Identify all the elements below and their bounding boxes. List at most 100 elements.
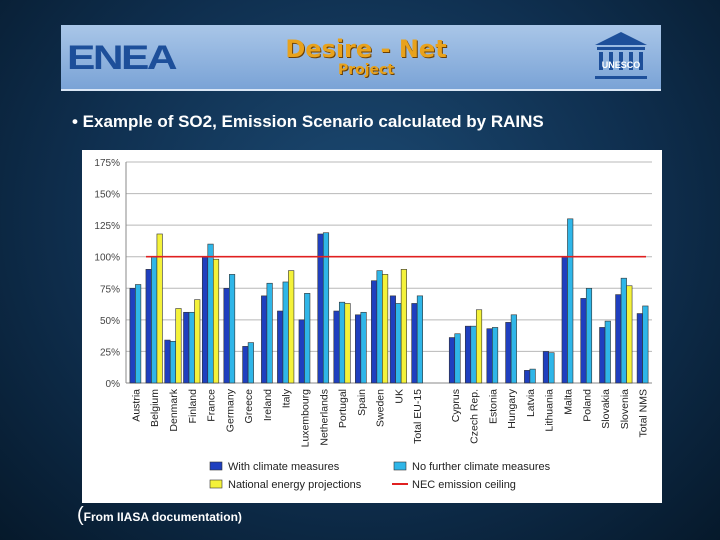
x-tick-label: Total EU-15 <box>412 389 424 444</box>
y-tick-label: 150% <box>94 190 120 201</box>
bar-Total NMS-s1 <box>642 305 649 384</box>
bar-Cyprus-s1 <box>454 333 461 384</box>
bar-Lithuania-s1 <box>548 352 555 384</box>
bar-Total NMS-s0 <box>636 313 643 384</box>
bar-Sweden-s1 <box>376 270 383 384</box>
x-tick-label: Total NMS <box>638 389 650 437</box>
slide-heading: • Example of SO2, Emission Scenario calc… <box>72 112 544 131</box>
x-tick-label: Czech Rep. <box>469 389 481 444</box>
x-tick-label: Spain <box>356 389 368 416</box>
bar-Latvia-s1 <box>529 368 536 384</box>
bar-Austria-s1 <box>135 284 142 384</box>
bar-Finland-s0 <box>183 311 190 384</box>
x-tick-label: Latvia <box>525 389 537 417</box>
bar-Czech Rep.-s0 <box>464 325 472 384</box>
legend-swatch <box>209 479 223 489</box>
bar-France-s1 <box>207 243 214 384</box>
bar-Lithuania-s0 <box>542 351 549 384</box>
bar-Denmark-s0 <box>164 339 171 384</box>
x-tick-label: Slovenia <box>619 389 631 429</box>
bar-Ireland-s1 <box>266 282 273 384</box>
bar-Denmark-s1 <box>169 341 177 384</box>
x-tick-label: Cyprus <box>450 389 462 422</box>
bar-Total EU-15-s1 <box>416 295 423 384</box>
bar-Italy-s1 <box>282 281 289 384</box>
y-tick-label: 125% <box>94 221 120 232</box>
x-tick-label: Malta <box>562 389 574 415</box>
bar-Belgium-s2 <box>156 233 163 384</box>
bar-France-s2 <box>212 258 220 384</box>
bar-Luxembourg-s1 <box>304 293 311 384</box>
bar-Netherlands-s1 <box>322 232 330 384</box>
bar-UK-s0 <box>389 295 396 384</box>
so2-emission-chart: 0% 25% 50% 75% 100% 125% 150% 175% Austria Belgiu… <box>94 158 652 491</box>
bar-Germany-s1 <box>229 274 236 384</box>
bar-France-s0 <box>201 256 209 384</box>
unesco-logo: UNESCO <box>595 32 647 79</box>
source-note: (From IIASA documentation) <box>77 504 242 527</box>
source-paren: ( <box>77 504 84 526</box>
x-tick-label: Germany <box>224 388 236 432</box>
x-tick-label: Poland <box>581 389 593 422</box>
bar-Slovenia-s1 <box>620 277 627 384</box>
bar-Czech Rep.-s2 <box>475 309 483 384</box>
x-tick-label: Ireland <box>262 389 274 421</box>
x-tick-label: Belgium <box>149 389 161 427</box>
bar-Spain-s1 <box>360 311 367 384</box>
x-tick-label: Lithuania <box>544 389 556 432</box>
bar-UK-s1 <box>395 303 402 384</box>
bar-Finland-s1 <box>188 311 195 384</box>
bar-Italy-s2 <box>288 270 295 384</box>
bar-Portugal-s2 <box>344 303 351 384</box>
bar-Poland-s1 <box>585 287 593 384</box>
bar-Malta-s1 <box>567 218 574 384</box>
project-subtitle: Project <box>337 62 395 78</box>
bar-Poland-s0 <box>580 298 587 384</box>
legend-swatch <box>393 461 407 471</box>
bar-Greece-s1 <box>247 342 254 384</box>
bar-Hungary-s1 <box>510 314 517 384</box>
bar-Cyprus-s0 <box>448 337 456 384</box>
x-tick-label: Hungary <box>506 388 518 428</box>
legend-swatch <box>209 461 223 471</box>
bar-Belgium-s0 <box>145 269 152 384</box>
x-tick-label: Netherlands <box>318 389 330 446</box>
x-tick-label: Slovakia <box>600 389 612 429</box>
x-tick-label: Austria <box>130 389 142 422</box>
bar-Hungary-s0 <box>505 322 512 384</box>
source-text: From IIASA documentation) <box>83 510 242 524</box>
bar-Slovenia-s2 <box>626 285 633 384</box>
x-tick-label: Greece <box>243 389 255 424</box>
x-tick-label: Denmark <box>168 388 180 431</box>
bar-Austria-s0 <box>129 287 136 384</box>
bar-Belgium-s1 <box>151 256 158 384</box>
bar-Slovenia-s0 <box>615 294 622 384</box>
bar-UK-s2 <box>400 269 407 384</box>
y-tick-label: 0% <box>106 379 121 390</box>
bar-Germany-s0 <box>223 287 230 384</box>
bar-Spain-s0 <box>355 314 362 384</box>
x-tick-label: France <box>206 389 218 422</box>
bar-Slovakia-s0 <box>599 327 606 384</box>
bar-Italy-s0 <box>277 310 284 384</box>
bar-Portugal-s1 <box>338 301 346 384</box>
x-tick-label: Italy <box>281 388 293 408</box>
bar-Luxembourg-s0 <box>298 319 305 384</box>
x-tick-label: UK <box>393 389 405 404</box>
legend-label: NEC emission ceiling <box>412 479 516 491</box>
y-tick-label: 50% <box>100 316 120 327</box>
y-tick-label: 75% <box>100 284 120 295</box>
y-tick-label: 175% <box>94 158 120 169</box>
header-banner: ENEA Desire - Net Project UNESCO <box>61 25 661 91</box>
x-tick-label: Finland <box>187 389 199 424</box>
legend-label: National energy projections <box>228 479 362 491</box>
bar-Greece-s0 <box>242 346 249 384</box>
bar-Slovakia-s1 <box>604 320 611 384</box>
enea-logo: ENEA <box>67 39 178 77</box>
bar-Denmark-s2 <box>175 308 182 384</box>
x-tick-label: Estonia <box>487 389 499 424</box>
x-tick-label: Luxembourg <box>299 389 311 448</box>
x-tick-label: Portugal <box>337 389 349 428</box>
legend-label: No further climate measures <box>412 461 551 473</box>
bar-Total EU-15-s0 <box>411 303 418 384</box>
